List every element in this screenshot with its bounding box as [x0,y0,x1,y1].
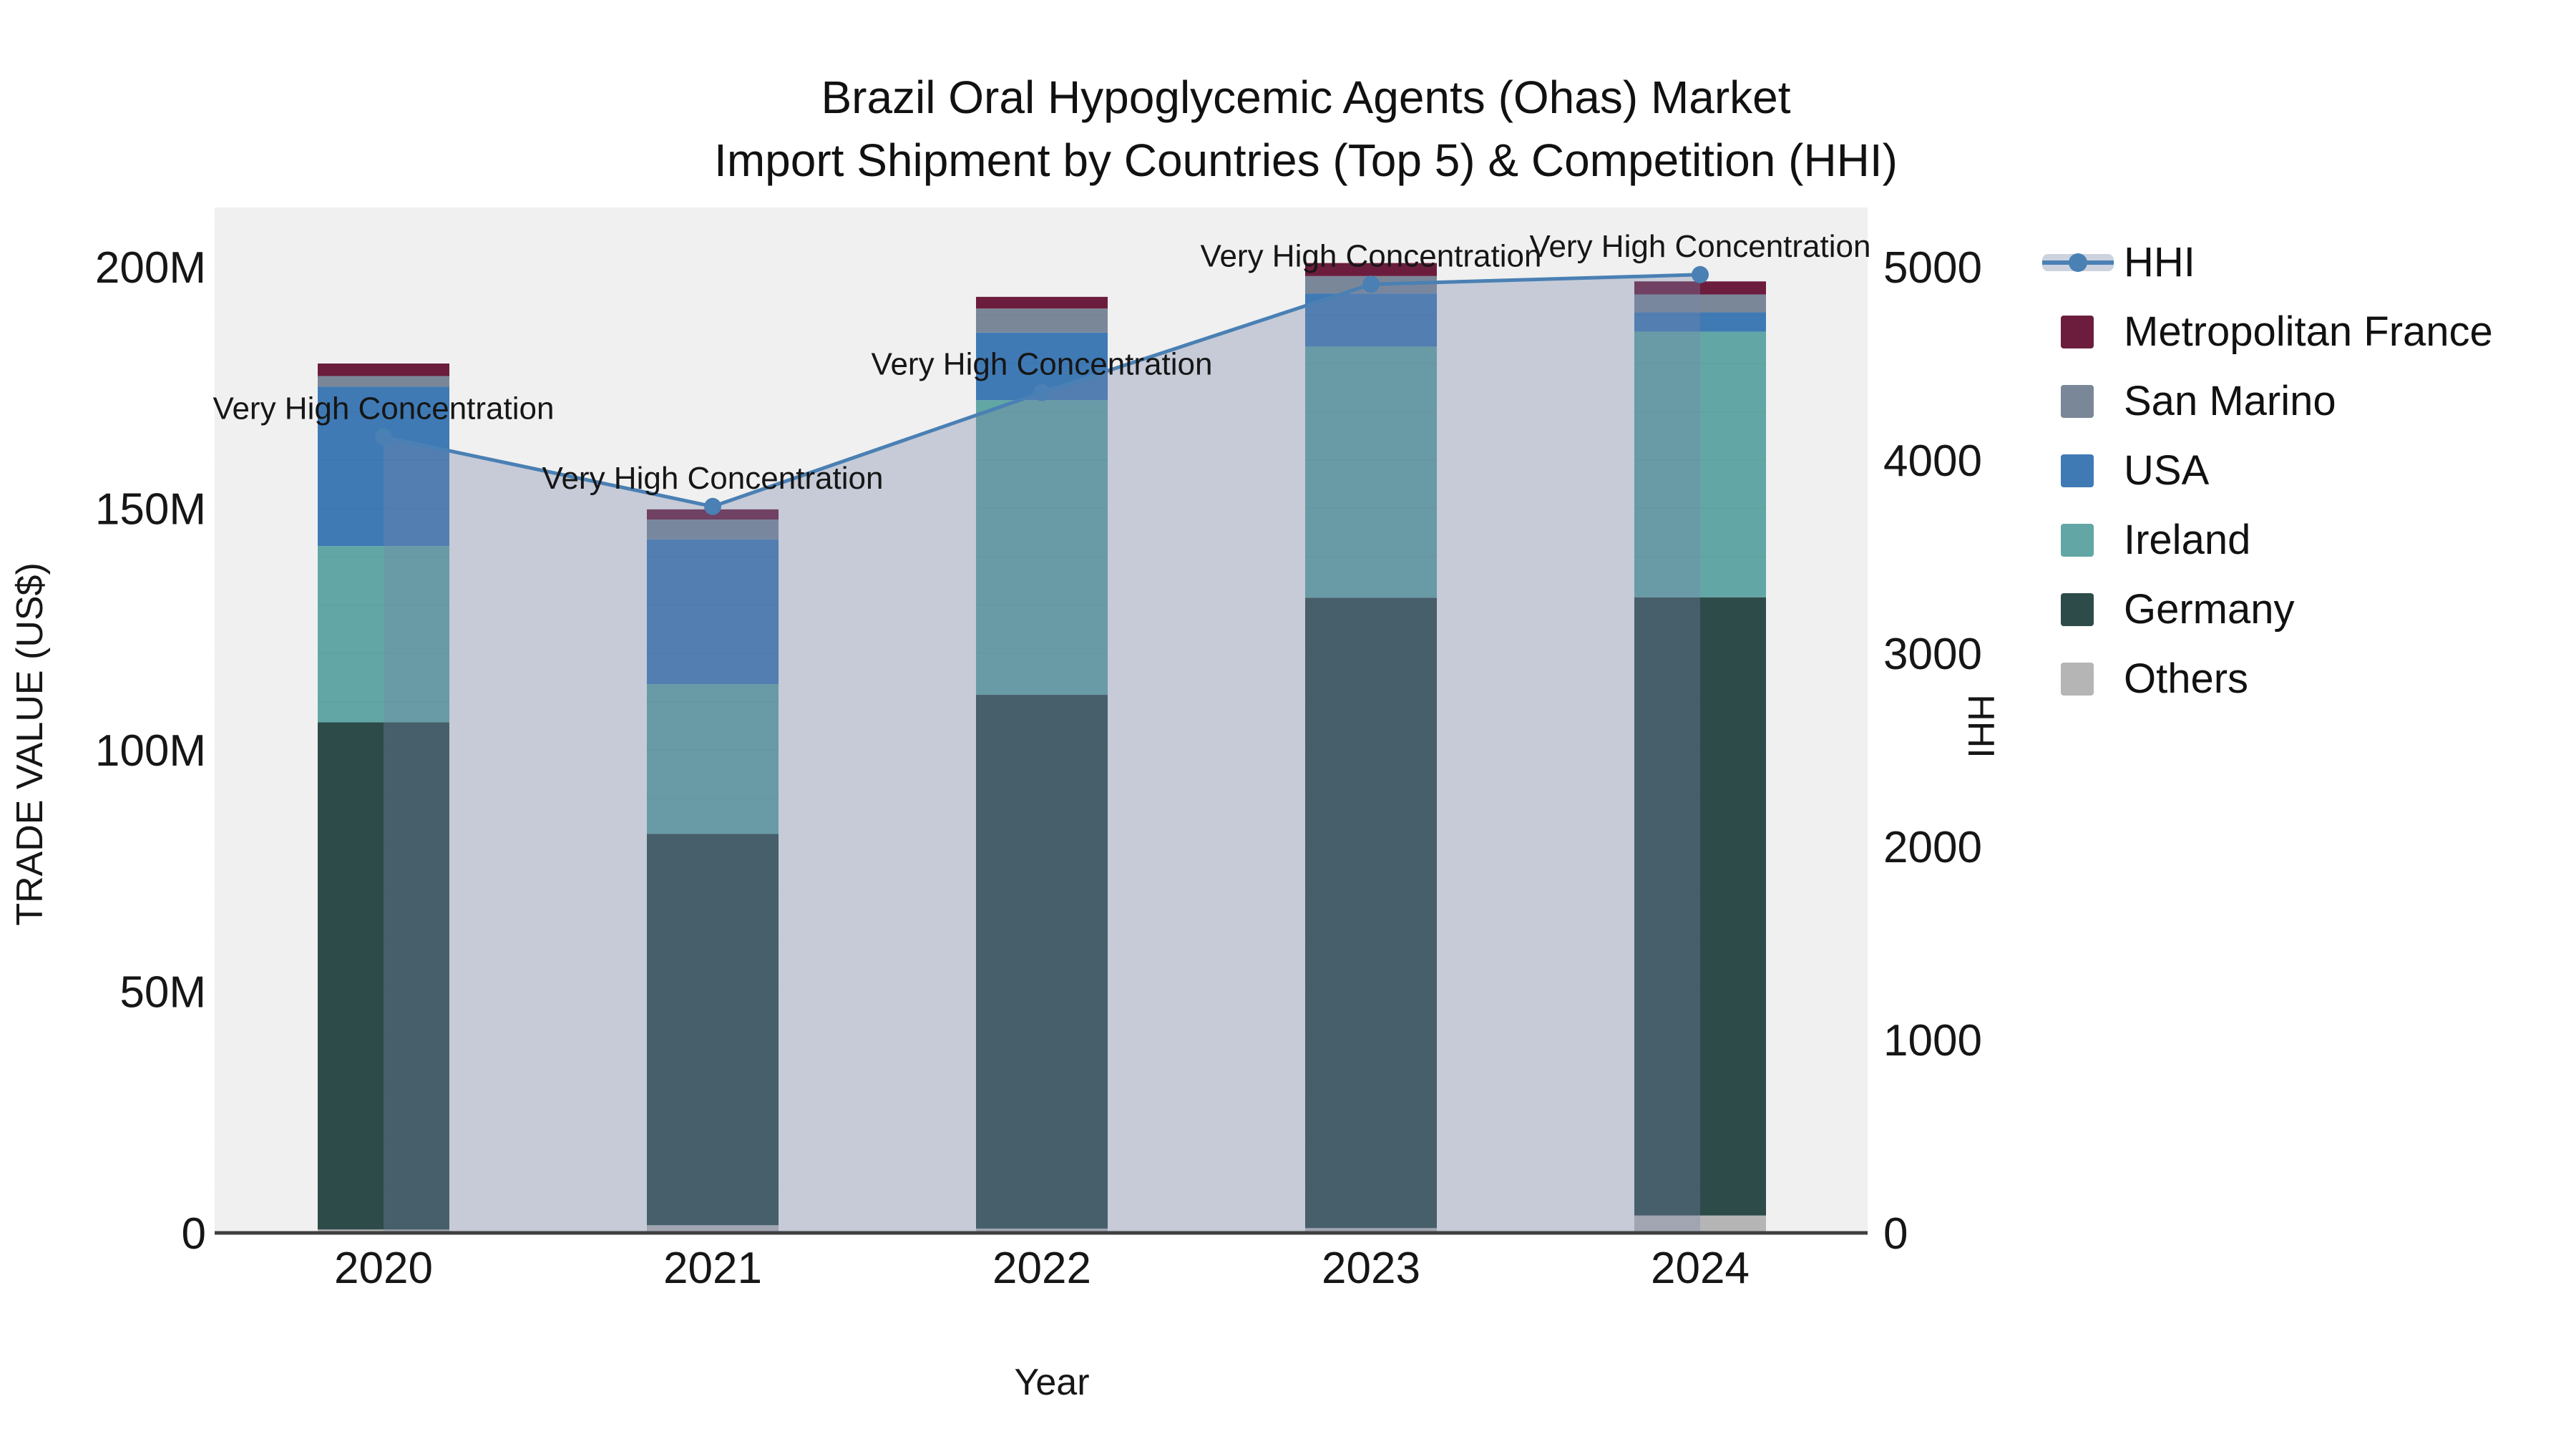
bar-segment-usa-2021[interactable] [647,539,779,685]
left-tick-100M: 100M [95,726,206,776]
color-swatch-icon [2042,315,2114,348]
legend-label: USA [2124,447,2210,494]
annotation-2020: Very High Concentration [213,391,555,426]
bar-segment-others-2024[interactable] [1634,1215,1766,1233]
bar-segment-germany-2024[interactable] [1634,597,1766,1216]
annotation-2023: Very High Concentration [1201,238,1542,273]
right-axis-title: HHI [1960,694,2001,758]
hhi-marker-2023[interactable] [1362,275,1380,293]
legend-label: Ireland [2124,517,2251,563]
x-tick-2024: 2024 [1651,1244,1750,1293]
color-swatch-icon [2042,523,2114,557]
legend-label: San Marino [2124,378,2336,424]
legend-item-san-marino[interactable]: San Marino [2042,366,2493,436]
hhi-marker-2021[interactable] [704,497,721,515]
bar-segment-san-marino-2020[interactable] [318,376,449,387]
x-tick-2022: 2022 [992,1244,1091,1293]
color-swatch-icon [2042,384,2114,418]
bar-segment-metropolitan-france-2020[interactable] [318,364,449,376]
legend-label: Others [2124,655,2249,702]
annotation-2021: Very High Concentration [542,461,884,496]
right-tick-2000: 2000 [1883,823,1982,872]
bar-segment-ireland-2024[interactable] [1634,331,1766,597]
x-tick-2020: 2020 [334,1244,433,1293]
bar-segment-ireland-2021[interactable] [647,684,779,834]
hhi-line-icon [2042,253,2114,272]
bar-segment-others-2023[interactable] [1305,1228,1437,1233]
legend-label: HHI [2124,239,2195,286]
legend-label: Germany [2124,586,2295,633]
legend: HHI Metropolitan France San Marino USA Irela… [2042,228,2493,713]
hhi-marker-2022[interactable] [1033,384,1050,401]
bar-segment-usa-2024[interactable] [1634,312,1766,332]
chart-title-line2: Import Shipment by Countries (Top 5) & C… [714,135,1898,187]
bar-segment-ireland-2020[interactable] [318,546,449,723]
x-tick-2021: 2021 [663,1244,762,1293]
bar-segment-san-marino-2022[interactable] [976,308,1108,333]
legend-item-metropolitan-france[interactable]: Metropolitan France [2042,297,2493,366]
bar-segment-usa-2023[interactable] [1305,293,1437,347]
bar-segment-usa-2020[interactable] [318,386,449,547]
right-tick-5000: 5000 [1883,243,1982,293]
left-tick-150M: 150M [95,485,206,535]
bar-segment-germany-2022[interactable] [976,695,1108,1229]
hhi-marker-2024[interactable] [1692,265,1709,283]
bar-segment-ireland-2023[interactable] [1305,346,1437,598]
bar-segment-san-marino-2021[interactable] [647,519,779,540]
bar-segment-metropolitan-france-2022[interactable] [976,296,1108,309]
bar-segment-others-2022[interactable] [976,1228,1108,1233]
legend-label: Metropolitan France [2124,308,2493,355]
left-tick-50M: 50M [119,968,206,1018]
annotation-2024: Very High Concentration [1530,229,1871,264]
bar-segment-germany-2021[interactable] [647,834,779,1226]
left-tick-200M: 200M [95,243,206,293]
annotation-2022: Very High Concentration [872,347,1213,382]
color-swatch-icon [2042,662,2114,696]
bar-segment-metropolitan-france-2024[interactable] [1634,281,1766,295]
right-tick-1000: 1000 [1883,1016,1982,1065]
chart-title-line1: Brazil Oral Hypoglycemic Agents (Ohas) M… [821,72,1791,123]
hhi-marker-2020[interactable] [375,428,392,446]
x-tick-2023: 2023 [1322,1244,1420,1293]
color-swatch-icon [2042,592,2114,626]
left-axis-title: TRADE VALUE (US$) [9,562,51,926]
bar-segment-others-2021[interactable] [647,1225,779,1233]
x-axis-title: Year [1014,1362,1090,1403]
legend-item-usa[interactable]: USA [2042,436,2493,505]
bar-segment-metropolitan-france-2023[interactable] [1305,263,1437,276]
bar-segment-germany-2020[interactable] [318,722,449,1230]
right-tick-0: 0 [1883,1209,1908,1259]
bar-segment-san-marino-2024[interactable] [1634,294,1766,313]
bar-segment-ireland-2022[interactable] [976,400,1108,696]
right-tick-3000: 3000 [1883,630,1982,679]
right-tick-4000: 4000 [1883,436,1982,486]
color-swatch-icon [2042,454,2114,487]
legend-item-ireland[interactable]: Ireland [2042,505,2493,575]
legend-item-germany[interactable]: Germany [2042,575,2493,644]
left-tick-0: 0 [182,1209,206,1259]
chart-title: Brazil Oral Hypoglycemic Agents (Ohas) M… [714,66,1898,192]
legend-item-others[interactable]: Others [2042,644,2493,713]
bar-segment-germany-2023[interactable] [1305,597,1437,1229]
legend-item-hhi[interactable]: HHI [2042,228,2493,297]
